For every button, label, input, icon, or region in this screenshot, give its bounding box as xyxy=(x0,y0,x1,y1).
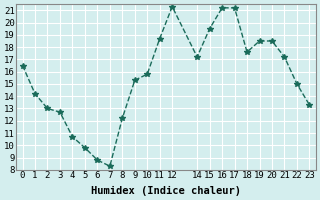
X-axis label: Humidex (Indice chaleur): Humidex (Indice chaleur) xyxy=(91,186,241,196)
